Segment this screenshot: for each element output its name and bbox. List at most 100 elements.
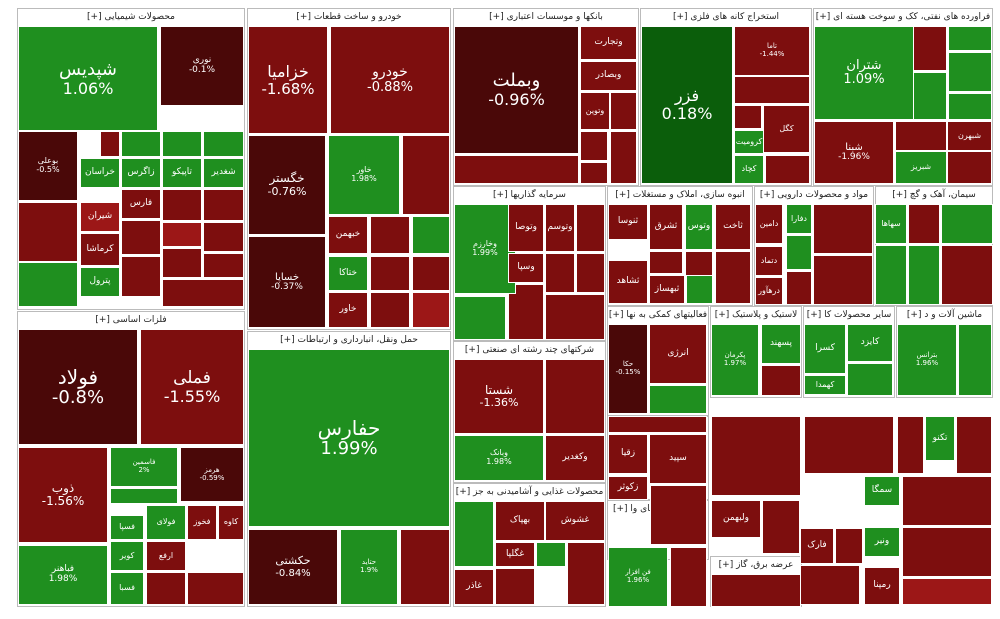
minor-stock-tile[interactable] xyxy=(902,476,992,526)
minor-stock-tile[interactable] xyxy=(18,202,78,262)
minor-stock-tile[interactable] xyxy=(162,279,244,307)
minor-stock-tile[interactable] xyxy=(110,488,178,504)
minor-stock-tile[interactable] xyxy=(412,292,450,328)
stock-tile[interactable]: ثنوسا xyxy=(608,204,648,240)
sector-header[interactable]: لاستیک و پلاستیک [+] xyxy=(711,307,801,324)
minor-stock-tile[interactable] xyxy=(670,547,707,607)
minor-stock-tile[interactable] xyxy=(545,359,605,434)
stock-tile[interactable]: سهاها xyxy=(875,204,907,244)
stock-tile[interactable]: شتران 1.09% xyxy=(814,26,914,120)
stock-tile[interactable]: خگستر -0.76% xyxy=(248,135,326,235)
sector-header[interactable]: محصولات غذایی و آشامیدنی به جز [+] xyxy=(454,484,605,501)
minor-stock-tile[interactable] xyxy=(649,251,683,274)
minor-stock-tile[interactable] xyxy=(650,485,707,545)
minor-stock-tile[interactable] xyxy=(454,501,494,567)
stock-tile[interactable]: کسرا xyxy=(804,324,846,374)
stock-tile[interactable]: تاپیکو xyxy=(162,158,202,188)
stock-tile[interactable]: خزامیا -1.68% xyxy=(248,26,328,134)
minor-stock-tile[interactable] xyxy=(813,255,873,305)
stock-tile[interactable]: غشوش xyxy=(545,501,605,541)
stock-tile[interactable]: تکنو xyxy=(925,416,955,461)
stock-tile[interactable]: دفارا xyxy=(786,204,812,234)
minor-stock-tile[interactable] xyxy=(761,365,801,396)
sector-header[interactable]: سرمایه گذاریها [+] xyxy=(454,187,605,204)
stock-tile[interactable]: ولبهمن xyxy=(711,500,761,538)
minor-stock-tile[interactable] xyxy=(203,222,244,252)
minor-stock-tile[interactable] xyxy=(203,131,244,157)
stock-tile[interactable]: خاور xyxy=(328,292,368,328)
stock-tile[interactable]: حفارس 1.99% xyxy=(248,349,450,527)
sector-header[interactable]: شرکتهای چند رشته ای صنعتی [+] xyxy=(454,342,605,359)
stock-tile[interactable]: ونیر xyxy=(864,527,900,557)
minor-stock-tile[interactable] xyxy=(686,275,713,304)
stock-tile[interactable]: شبریز xyxy=(895,151,947,184)
minor-stock-tile[interactable] xyxy=(948,26,992,51)
stock-tile[interactable]: ذوب -1.56% xyxy=(18,447,108,543)
minor-stock-tile[interactable] xyxy=(947,151,992,184)
minor-stock-tile[interactable] xyxy=(162,248,202,278)
minor-stock-tile[interactable] xyxy=(941,245,993,305)
sector-header[interactable]: بانکها و موسسات اعتباری [+] xyxy=(454,9,638,26)
stock-tile[interactable]: فولای xyxy=(146,505,186,540)
stock-tile[interactable]: فاسمین 2% xyxy=(110,447,178,487)
minor-stock-tile[interactable] xyxy=(804,416,894,474)
minor-stock-tile[interactable] xyxy=(18,262,78,307)
stock-tile[interactable]: کگل xyxy=(763,105,810,153)
stock-tile[interactable]: دتماد xyxy=(755,246,783,276)
sector-header[interactable]: حمل ونقل، انبارداری و ارتباطات [+] xyxy=(248,332,450,349)
stock-tile[interactable]: زکوثر xyxy=(608,476,648,500)
sector-header[interactable]: محصولات شیمیایی [+] xyxy=(18,9,244,26)
minor-stock-tile[interactable] xyxy=(121,256,161,297)
sector-header[interactable]: سیمان، آهک و گچ [+] xyxy=(876,187,992,204)
minor-stock-tile[interactable] xyxy=(545,253,575,293)
stock-tile[interactable]: فسپا xyxy=(110,515,144,540)
minor-stock-tile[interactable] xyxy=(370,292,410,328)
stock-tile[interactable]: دامین xyxy=(755,204,783,244)
minor-stock-tile[interactable] xyxy=(902,578,992,605)
stock-tile[interactable]: فارک xyxy=(800,528,834,564)
stock-tile[interactable]: وتوسم xyxy=(545,204,575,252)
stock-tile[interactable]: درهآور xyxy=(755,277,783,305)
minor-stock-tile[interactable] xyxy=(402,135,450,215)
minor-stock-tile[interactable] xyxy=(203,189,244,221)
minor-stock-tile[interactable] xyxy=(162,189,202,221)
minor-stock-tile[interactable] xyxy=(536,542,566,567)
stock-tile[interactable]: غگلپا xyxy=(495,542,535,567)
stock-tile[interactable]: حتاید 1.9% xyxy=(340,529,398,605)
minor-stock-tile[interactable] xyxy=(412,256,450,291)
minor-stock-tile[interactable] xyxy=(948,52,992,92)
sector-header[interactable]: انبوه سازی، املاک و مستغلات [+] xyxy=(608,187,752,204)
minor-stock-tile[interactable] xyxy=(956,416,992,474)
stock-tile[interactable]: وسپا xyxy=(508,253,544,283)
minor-stock-tile[interactable] xyxy=(180,503,244,505)
minor-stock-tile[interactable] xyxy=(400,529,450,605)
stock-tile[interactable]: کروميت xyxy=(734,130,764,154)
minor-stock-tile[interactable] xyxy=(835,528,863,564)
stock-tile[interactable]: شپدیس 1.06% xyxy=(18,26,158,131)
sector-header[interactable]: سایر محصولات کا [+] xyxy=(804,307,894,324)
sector-header[interactable]: مواد و محصولات دارویی [+] xyxy=(755,187,873,204)
minor-stock-tile[interactable] xyxy=(100,131,120,157)
minor-stock-tile[interactable] xyxy=(765,155,810,184)
minor-stock-tile[interactable] xyxy=(610,131,637,184)
minor-stock-tile[interactable] xyxy=(495,568,535,605)
minor-stock-tile[interactable] xyxy=(941,204,993,244)
stock-tile[interactable]: حکا -0.15% xyxy=(608,324,648,414)
stock-tile[interactable]: غاذر xyxy=(454,569,494,605)
stock-tile[interactable]: شستا -1.36% xyxy=(454,359,544,434)
stock-tile[interactable]: فولاد -0.8% xyxy=(18,329,138,445)
minor-stock-tile[interactable] xyxy=(786,271,812,305)
stock-tile[interactable]: ارفع xyxy=(146,541,186,571)
stock-tile[interactable]: کویر xyxy=(110,541,144,571)
stock-tile[interactable]: پترول xyxy=(80,267,120,297)
minor-stock-tile[interactable] xyxy=(454,296,506,340)
stock-tile[interactable]: نوری -0.1% xyxy=(160,26,244,106)
minor-stock-tile[interactable] xyxy=(203,253,244,278)
stock-tile[interactable]: فزر 0.18% xyxy=(641,26,733,184)
minor-stock-tile[interactable] xyxy=(121,131,161,157)
stock-tile[interactable]: وبصادر xyxy=(580,61,637,91)
stock-tile[interactable]: بترانس 1.96% xyxy=(897,324,957,396)
minor-stock-tile[interactable] xyxy=(948,93,992,120)
minor-stock-tile[interactable] xyxy=(875,245,907,305)
stock-tile[interactable]: وتوصا xyxy=(508,204,544,252)
